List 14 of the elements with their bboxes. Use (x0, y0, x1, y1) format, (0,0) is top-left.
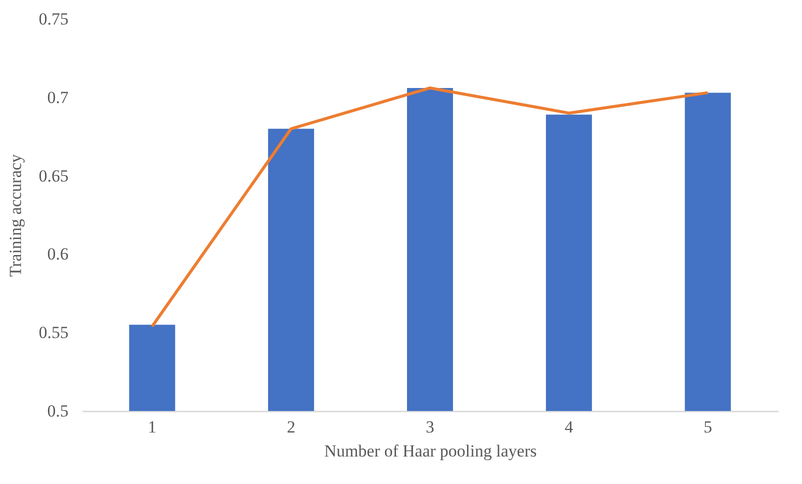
x-tick-label: 5 (704, 418, 712, 436)
line-series (150, 86, 710, 328)
y-tick-label: 0.55 (38, 323, 68, 342)
x-axis-title: Number of Haar pooling layers (324, 442, 537, 460)
x-tick-label: 2 (286, 418, 296, 436)
x-tick-label: 3 (426, 418, 434, 436)
y-tick-label: 0.6 (47, 244, 68, 264)
y-axis-title: Training accuracy (6, 154, 25, 277)
x-tick-label: 1 (148, 418, 156, 436)
y-tick-label: 0.5 (47, 402, 68, 420)
y-tick-label: 0.65 (38, 166, 68, 186)
x-tick-label: 4 (564, 418, 574, 436)
y-tick-label: 0.75 (38, 10, 68, 28)
y-tick-label: 0.7 (47, 88, 69, 107)
